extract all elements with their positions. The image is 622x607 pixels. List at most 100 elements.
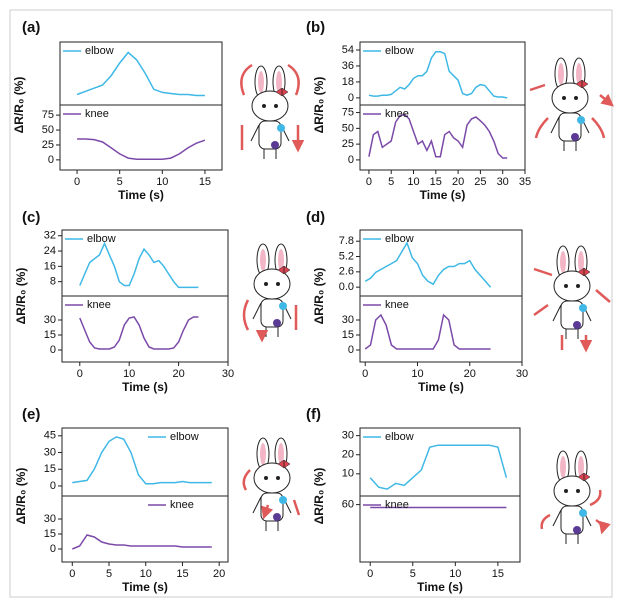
x-tick-label: 0 [69, 568, 75, 580]
y-tick-label: 2.6 [339, 266, 354, 278]
x-tick-label: 20 [213, 568, 225, 580]
y-tick-label: 15 [342, 329, 354, 341]
legend-label: knee [385, 108, 409, 120]
x-tick-label: 10 [156, 176, 168, 188]
y-tick-label: 0 [48, 154, 54, 166]
series-line [369, 444, 508, 490]
x-tick-label: 35 [519, 176, 531, 188]
x-tick-label: 15 [199, 176, 211, 188]
subplot-frame [359, 104, 526, 171]
x-tick-label: 10 [449, 568, 461, 580]
y-tick-label: 16 [44, 260, 56, 272]
y-tick-label: 36 [342, 60, 354, 72]
y-tick-label: 0.0 [339, 281, 354, 293]
y-tick-label: 30 [44, 314, 56, 326]
x-axis-label: Time (s) [122, 380, 168, 394]
y-tick-label: 18 [342, 76, 354, 88]
legend-label: knee [385, 299, 409, 311]
series-line [364, 313, 491, 350]
y-tick-label: 45 [44, 430, 56, 442]
legend-label: knee [87, 299, 111, 311]
x-tick-label: 10 [407, 176, 419, 188]
y-tick-label: 75 [42, 109, 54, 121]
subplot-frame [359, 295, 523, 363]
y-tick-label: 0 [50, 543, 56, 555]
subplot-frame [359, 427, 521, 497]
x-tick-label: 10 [411, 368, 423, 380]
y-tick-label: 32 [44, 230, 56, 242]
y-tick-label: 60 [342, 499, 354, 511]
x-tick-label: 15 [430, 176, 442, 188]
legend-label: elbow [385, 233, 414, 245]
x-tick-label: 0 [367, 568, 373, 580]
y-tick-label: 30 [44, 513, 56, 525]
y-axis-label: ΔR/R₀ (%) [312, 268, 326, 325]
x-tick-label: 15 [176, 568, 188, 580]
y-axis-label: ΔR/R₀ (%) [312, 77, 326, 134]
x-tick-label: 5 [388, 176, 394, 188]
x-tick-label: 30 [222, 368, 234, 380]
y-tick-label: 10 [342, 468, 354, 480]
y-tick-label: 15 [44, 528, 56, 540]
legend-label: knee [85, 108, 109, 120]
x-tick-label: 20 [172, 368, 184, 380]
legend-label: elbow [385, 431, 414, 443]
legend-label: knee [385, 499, 409, 511]
y-tick-label: 15 [44, 463, 56, 475]
x-tick-label: 25 [474, 176, 486, 188]
x-axis-label: Time (s) [122, 580, 168, 594]
y-tick-label: 30 [342, 430, 354, 442]
x-tick-label: 5 [106, 568, 112, 580]
y-tick-label: 24 [44, 245, 56, 257]
y-tick-label: 20 [342, 449, 354, 461]
y-tick-label: 7.8 [339, 235, 354, 247]
y-tick-label: 75 [342, 106, 354, 118]
x-axis-label: Time (s) [417, 580, 463, 594]
series-line [368, 113, 508, 159]
x-axis-label: Time (s) [418, 380, 464, 394]
y-tick-label: 30 [342, 314, 354, 326]
x-tick-label: 15 [492, 568, 504, 580]
y-tick-label: 50 [42, 124, 54, 136]
y-tick-label: 15 [44, 329, 56, 341]
x-tick-label: 20 [452, 176, 464, 188]
y-axis-label: ΔR/R₀ (%) [14, 268, 28, 325]
subplot-frame [359, 495, 521, 563]
panel-label: (d) [306, 209, 325, 226]
series-line [76, 51, 205, 97]
x-tick-label: 5 [117, 176, 123, 188]
x-tick-label: 30 [497, 176, 509, 188]
series-line [72, 534, 212, 550]
y-tick-label: 30 [44, 446, 56, 458]
y-tick-label: 0 [50, 344, 56, 356]
frame [9, 9, 613, 598]
legend-label: elbow [85, 45, 114, 57]
x-tick-label: 0 [366, 176, 372, 188]
subplot-frame [61, 295, 229, 363]
y-axis-label: ΔR/R₀ (%) [312, 468, 326, 525]
y-tick-label: 25 [42, 139, 54, 151]
x-axis-label: Time (s) [118, 188, 164, 202]
x-tick-label: 20 [464, 368, 476, 380]
y-tick-label: 5.2 [339, 250, 354, 262]
panel-label: (c) [22, 209, 40, 226]
illustration [240, 57, 612, 545]
y-axis-label: ΔR/R₀ (%) [12, 77, 26, 134]
series-line [79, 241, 199, 289]
y-tick-label: 0 [348, 344, 354, 356]
series-line [79, 316, 199, 350]
x-tick-label: 5 [410, 568, 416, 580]
x-tick-label: 10 [123, 368, 135, 380]
legend-label: elbow [87, 233, 116, 245]
x-tick-label: 10 [140, 568, 152, 580]
series-line [72, 436, 212, 485]
y-tick-label: 8 [50, 276, 56, 288]
series-line [364, 241, 492, 288]
y-tick-label: 50 [342, 122, 354, 134]
subplot-frame [61, 495, 229, 563]
subplot-frame [61, 427, 229, 497]
y-tick-label: 0 [348, 154, 354, 166]
y-tick-label: 0 [50, 480, 56, 492]
x-tick-label: 0 [362, 368, 368, 380]
